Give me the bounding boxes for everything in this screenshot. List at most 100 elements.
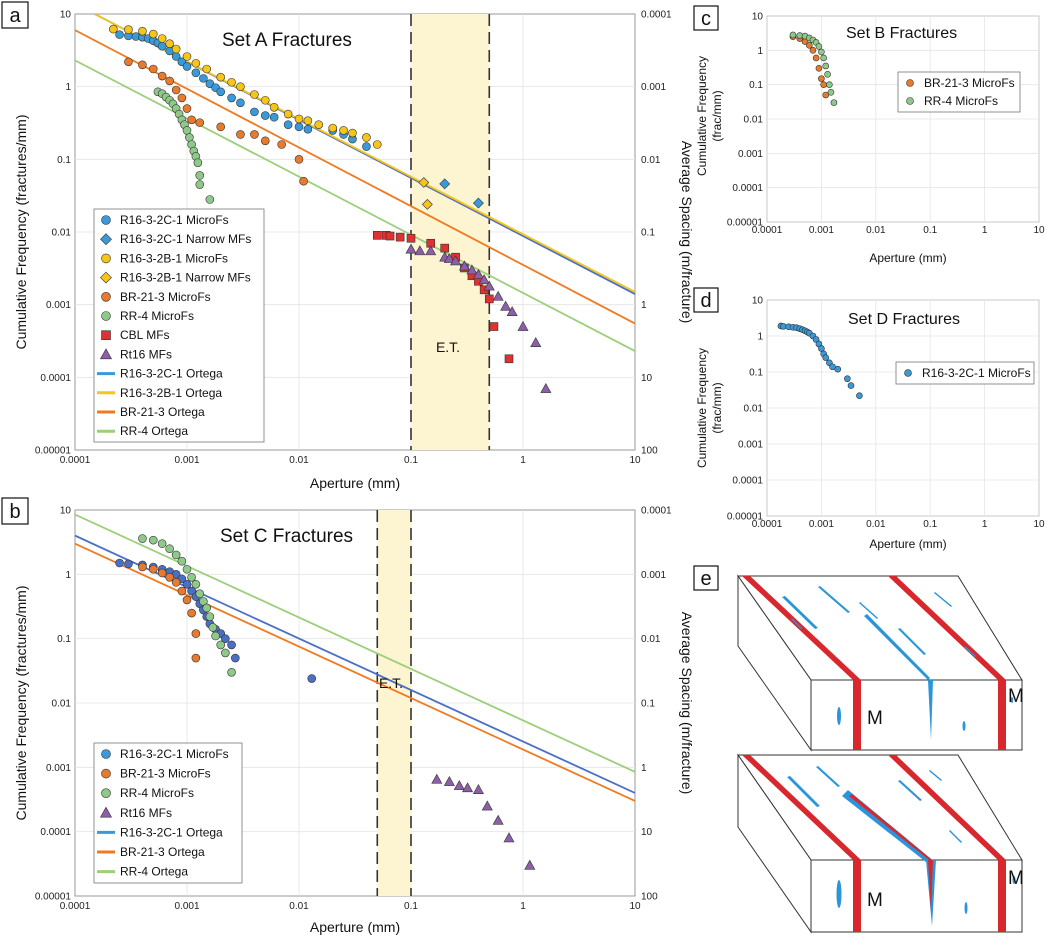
panel-b-letter: b	[9, 501, 20, 523]
y2-tick-label: 100	[641, 892, 658, 903]
x-tick-label: 0.0001	[60, 455, 91, 466]
upper-microfracture-front	[962, 721, 966, 731]
y-tick-label: 0.01	[52, 228, 72, 239]
data-point-circle	[227, 93, 236, 103]
lower-microfracture	[816, 766, 840, 787]
legend-label: R16-3-2B-1 Narrow MFs	[120, 271, 251, 285]
panel-a-y-ticks: 0.00001 0.0001 0.001 0.01 0.1 1 10	[35, 10, 72, 457]
legend-marker-diamond	[100, 233, 112, 246]
data-point-diamond	[418, 177, 430, 188]
data-point-triangle	[443, 775, 455, 786]
data-point-circle	[806, 42, 813, 49]
data-point-circle	[191, 653, 201, 663]
panel-a-letter: a	[9, 5, 21, 27]
y2-tick-label: 10	[641, 373, 653, 384]
legend-marker-circle	[906, 79, 914, 87]
data-point-circle	[294, 122, 304, 132]
panel-d-y-axis-label-line1: Cumulative Frequency	[695, 348, 709, 468]
data-point-circle	[202, 64, 212, 74]
data-point-triangle	[472, 268, 484, 279]
x-tick-label: 0.001	[174, 901, 199, 912]
y2-tick-label: 0.001	[641, 570, 666, 581]
y-tick-label: 0.0001	[732, 476, 763, 487]
data-point-circle	[124, 25, 133, 34]
data-point-circle	[227, 77, 236, 87]
data-point-circle	[182, 579, 192, 589]
data-point-triangle	[425, 245, 437, 256]
data-point-circle	[856, 392, 863, 399]
data-point-circle	[138, 60, 147, 70]
data-point-circle	[195, 118, 205, 127]
data-point-circle	[195, 180, 205, 189]
ortega-fit-line	[75, 59, 635, 352]
data-point-circle	[211, 631, 220, 641]
panel-e-letter-box	[693, 565, 719, 591]
y2-tick-label: 0.001	[641, 82, 666, 93]
data-point-circle	[124, 559, 133, 569]
data-point-circle	[277, 140, 286, 149]
y-tick-label: 1	[757, 46, 763, 57]
y-tick-label: 0.001	[738, 149, 763, 160]
lower-microfracture	[949, 830, 962, 843]
y-tick-label: 10	[752, 12, 764, 23]
y2-tick-label: 10	[641, 827, 653, 838]
data-point-triangle	[458, 260, 470, 271]
data-point-circle	[148, 29, 158, 39]
legend-marker-circle	[904, 369, 912, 377]
data-point-triangle	[483, 280, 495, 291]
y2-tick-label: 0.0001	[641, 506, 672, 517]
lower-fault-right-top	[888, 755, 1006, 860]
data-point-circle	[260, 95, 270, 105]
panel-c-y-ticks: 0.00001 0.0001 0.001 0.01 0.1 1 10	[727, 12, 764, 229]
y-tick-label: 0.1	[57, 634, 71, 645]
data-point-circle	[822, 354, 830, 361]
panel-a-data-marks	[109, 24, 552, 393]
data-point-circle	[227, 640, 236, 650]
panel-b-data-marks	[115, 534, 536, 870]
data-point-triangle	[506, 306, 518, 317]
data-point-circle	[148, 64, 158, 74]
y-tick-label: 0.00001	[727, 218, 764, 229]
upper-microfracture-front	[1010, 697, 1014, 703]
lower-microfractures	[787, 766, 1016, 926]
x-tick-label: 0.1	[404, 455, 418, 466]
x-tick-label: 0.0001	[752, 519, 783, 530]
y-tick-label: 1	[65, 570, 71, 581]
x-tick-label: 10	[629, 455, 641, 466]
y-tick-label: 0.01	[744, 115, 764, 126]
upper-microfracture-front	[837, 707, 841, 725]
legend-label: R16-3-2B-1 Ortega	[120, 386, 222, 400]
upper-microfracture	[964, 646, 976, 657]
upper-microfracture	[934, 592, 952, 607]
data-point-circle	[205, 612, 215, 621]
data-point-circle	[157, 539, 167, 548]
x-tick-label: 0.1	[923, 225, 937, 236]
x-tick-label: 0.01	[866, 519, 886, 530]
data-point-triangle	[503, 832, 515, 843]
y2-tick-label: 0.1	[641, 228, 655, 239]
upper-fault-left-front	[853, 680, 861, 750]
data-point-circle	[809, 47, 817, 54]
panel-d-data-marks	[777, 322, 863, 399]
x-tick-label: 1	[520, 455, 526, 466]
data-point-circle	[171, 85, 181, 95]
legend-marker-circle	[101, 215, 111, 225]
upper-microfracture	[782, 596, 818, 629]
lower-fault-right-front	[998, 860, 1006, 932]
data-point-circle	[195, 589, 205, 598]
upper-microfracture	[859, 602, 878, 619]
panel-a-title: Set A Fractures	[222, 30, 352, 51]
legend-marker-circle	[101, 253, 111, 264]
data-point-square	[406, 233, 416, 243]
panel-a-y2-axis-label: Average Spacing (m/fracture)	[679, 141, 695, 324]
panel-d-y-ticks: 0.00001 0.0001 0.001 0.01 0.1 1 10	[727, 296, 764, 523]
upper-microfracture	[898, 628, 926, 655]
upper-microfracture	[818, 586, 850, 613]
panel-b-y2-ticks: 100 10 1 0.1 0.01 0.001 0.0001	[641, 506, 672, 903]
data-point-square	[504, 354, 514, 364]
data-point-circle	[165, 76, 174, 86]
y-tick-label: 1	[65, 82, 71, 93]
data-point-circle	[283, 120, 293, 129]
data-point-circle	[199, 74, 208, 83]
